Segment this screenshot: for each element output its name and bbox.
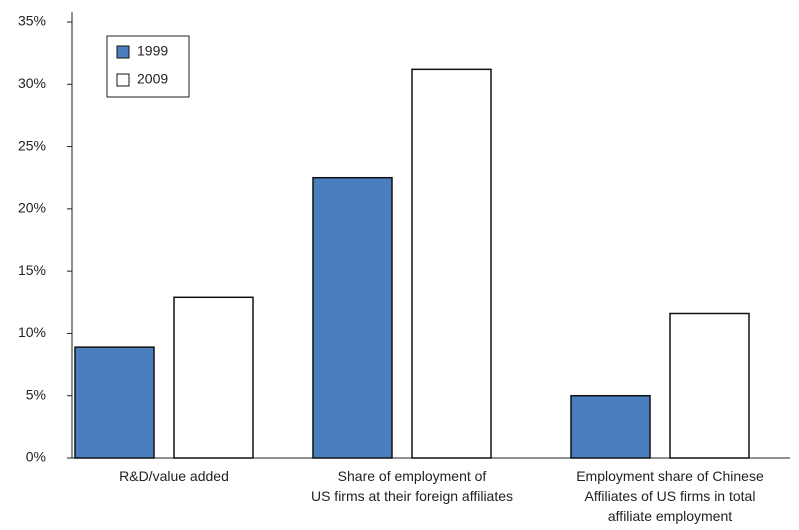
y-tick-label: 10% <box>18 324 46 340</box>
bar <box>570 394 651 459</box>
bar <box>411 68 492 459</box>
x-tick-label: Share of employment of US firms at their … <box>311 468 513 504</box>
x-tick-label: Employment share of Chinese Affiliates of… <box>576 468 764 524</box>
bar <box>173 296 254 459</box>
y-tick-label: 30% <box>18 75 46 91</box>
bar <box>74 346 155 459</box>
y-tick-label: 20% <box>18 200 46 216</box>
y-tick-label: 5% <box>26 386 46 402</box>
bar <box>312 176 393 459</box>
legend-label: 1999 <box>137 43 168 59</box>
y-tick-label: 35% <box>18 13 46 29</box>
x-tick-label: R&D/value added <box>119 468 229 484</box>
legend-swatch <box>116 73 130 87</box>
y-tick-label: 15% <box>18 262 46 278</box>
legend-label: 2009 <box>137 71 168 87</box>
bar <box>669 312 750 459</box>
y-tick-label: 0% <box>26 449 46 465</box>
y-tick-label: 25% <box>18 137 46 153</box>
legend-swatch <box>116 45 130 59</box>
